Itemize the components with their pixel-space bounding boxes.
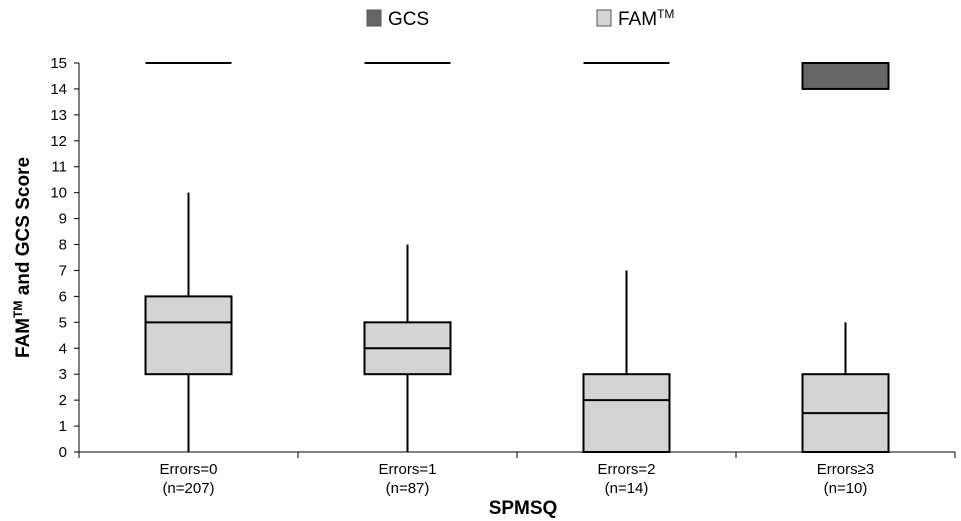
- legend-label-gcs: GCS: [388, 9, 429, 30]
- x-category-label: Errors≥3: [817, 461, 874, 478]
- x-category-n-label: (n=87): [386, 480, 430, 497]
- fam-box: [144, 295, 233, 376]
- y-tick-label: 1: [59, 418, 67, 435]
- y-tick-label: 5: [59, 314, 67, 331]
- gcs-box: [801, 62, 890, 90]
- legend-swatch-fam: [596, 9, 612, 27]
- y-tick-label: 3: [59, 366, 67, 383]
- y-tick-label: 8: [59, 237, 67, 254]
- legend-swatch-gcs: [366, 9, 382, 27]
- x-category-label: Errors=2: [598, 461, 656, 478]
- y-tick-label: 14: [50, 81, 67, 98]
- y-tick-label: 13: [50, 107, 67, 124]
- x-category-label: Errors=0: [160, 461, 218, 478]
- y-tick-label: 12: [50, 133, 67, 150]
- fam-box: [582, 373, 671, 454]
- x-category-n-label: (n=207): [162, 480, 214, 497]
- y-tick-label: 6: [59, 288, 67, 305]
- x-category-n-label: (n=10): [824, 480, 868, 497]
- y-tick-label: 10: [50, 185, 67, 202]
- legend-label-fam: FAMTM: [618, 7, 674, 30]
- y-tick-label: 11: [51, 159, 67, 176]
- y-tick-label: 4: [59, 340, 67, 357]
- x-category-n-label: (n=14): [605, 480, 649, 497]
- y-tick-label: 15: [50, 55, 67, 72]
- y-tick-label: 2: [59, 392, 67, 409]
- y-tick-label: 7: [59, 262, 67, 279]
- x-category-label: Errors=1: [379, 461, 437, 478]
- x-axis-title: SPMSQ: [489, 498, 558, 519]
- y-tick-label: 9: [59, 211, 67, 228]
- y-tick-label: 0: [59, 444, 67, 461]
- y-axis-title: FAMTM and GCS Score: [11, 157, 34, 358]
